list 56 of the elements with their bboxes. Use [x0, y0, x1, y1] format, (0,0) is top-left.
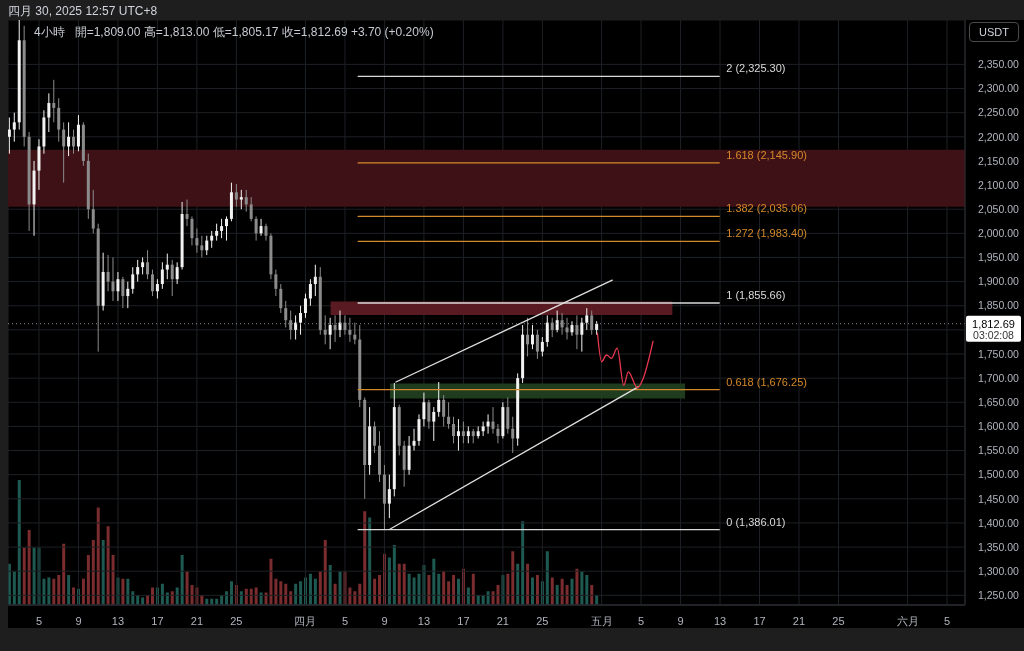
y-tick-label: 2,100.00 — [978, 178, 1020, 191]
series-label: 1.272 (1,983.40) — [726, 227, 807, 240]
y-tick-label: 2,000.00 — [978, 227, 1020, 240]
y-tick-label: 2,050.00 — [978, 202, 1020, 215]
x-tick-label: 13 — [713, 614, 727, 627]
x-tick-label: 六月 — [896, 614, 919, 627]
ref-line-label: 1,812.69 — [972, 317, 1015, 330]
y-tick-label: 1,750.00 — [978, 347, 1020, 360]
y-tick-label: 1,500.00 — [978, 468, 1020, 481]
y-tick-label: 1,700.00 — [978, 371, 1020, 384]
series-label: 0.618 (1,676.25) — [726, 375, 807, 388]
series-label: 1.618 (2,145.90) — [726, 148, 807, 161]
y-tick-label: 2,350.00 — [978, 58, 1020, 71]
x-tick-label: 9 — [381, 614, 388, 627]
x-tick-label: 9 — [677, 614, 684, 627]
y-tick-label: 1,850.00 — [978, 299, 1020, 312]
y-tick-label: 1,650.00 — [978, 396, 1020, 408]
y-tick-label: 1,400.00 — [978, 516, 1020, 529]
series-label: 2 (2,325.30) — [726, 62, 786, 75]
y-tick-label: 1,300.00 — [978, 564, 1020, 577]
x-tick-label: 5 — [35, 614, 43, 627]
y-tick-label: 1,550.00 — [978, 444, 1020, 457]
x-tick-label: 21 — [190, 614, 204, 627]
y-tick-label: 2,200.00 — [978, 130, 1020, 143]
x-tick-label: 17 — [753, 614, 766, 627]
x-tick-label: 25 — [230, 614, 243, 627]
series-label: 0 (1,386.01) — [726, 515, 786, 528]
x-tick-label: 17 — [457, 614, 470, 627]
y-tick-label: 1,450.00 — [978, 492, 1020, 505]
y-tick-label: 2,150.00 — [978, 154, 1020, 167]
y-tick-label: 2,300.00 — [978, 82, 1020, 95]
y-tick-label: 1,900.00 — [978, 275, 1020, 288]
x-tick-label: 13 — [111, 614, 125, 627]
x-tick-label: 四月 — [294, 614, 317, 627]
x-tick-label: 5 — [341, 614, 349, 627]
x-tick-label: 25 — [536, 614, 549, 627]
text: 四月 30, 2025 12:57 UTC+8 — [8, 4, 158, 18]
x-tick-label: 5 — [943, 614, 951, 627]
x-tick-label: 17 — [151, 614, 164, 627]
chart-title: 4小時 — [34, 25, 65, 39]
x-tick-label: 13 — [417, 614, 431, 627]
y-tick-label: 1,950.00 — [978, 251, 1020, 264]
series-label: 1 (1,855.66) — [726, 289, 786, 302]
x-tick-label: 21 — [792, 614, 806, 627]
x-tick-label: 五月 — [590, 614, 613, 627]
x-tick-label: 21 — [496, 614, 510, 627]
y-axis-title: USDT — [979, 26, 1009, 38]
series-label: 1.382 (2,035.06) — [726, 202, 807, 215]
x-tick-label: 9 — [75, 614, 82, 627]
x-tick-label: 5 — [638, 614, 645, 627]
x-tick-label: 25 — [832, 614, 845, 627]
y-tick-label: 1,350.00 — [978, 540, 1020, 553]
y-tick-label: 2,250.00 — [978, 106, 1020, 119]
chart-subtitle: 開=1,809.00 高=1,813.00 低=1,805.17 收=1,812.69 +3.70 (+0.20%) — [74, 25, 434, 39]
y-tick-label: 1,600.00 — [978, 420, 1020, 433]
y-tick-label: 1,250.00 — [978, 589, 1020, 602]
